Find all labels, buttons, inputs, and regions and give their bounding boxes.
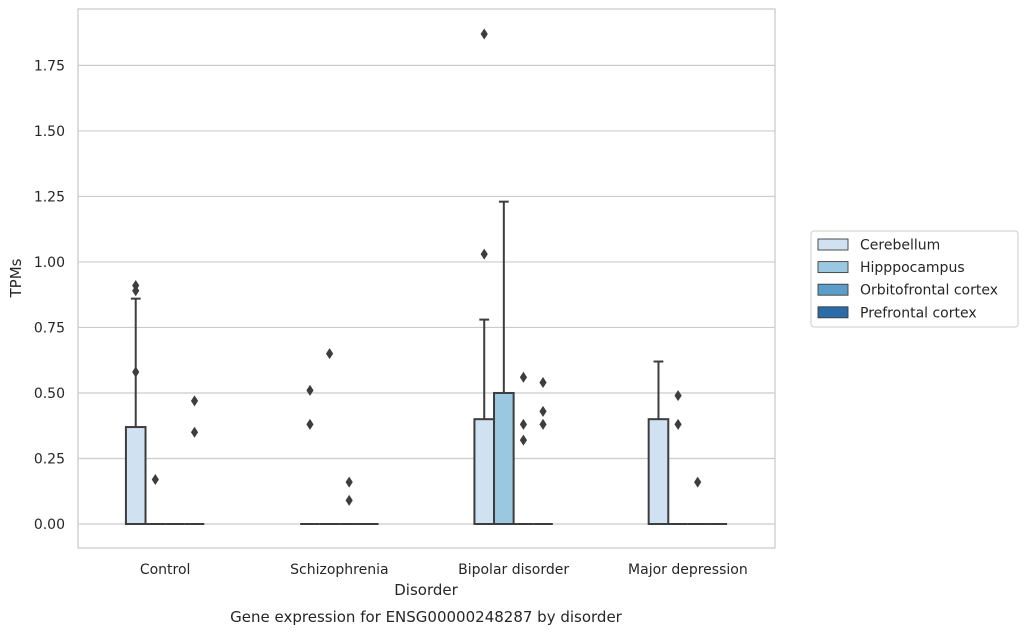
legend-label: Prefrontal cortex	[860, 305, 977, 321]
y-tick-label: 0.75	[34, 320, 65, 336]
legend-swatch	[817, 306, 849, 319]
box	[473, 418, 496, 526]
y-tick-label: 1.75	[34, 58, 65, 74]
outlier-point	[519, 371, 528, 383]
outlier-point	[674, 390, 682, 402]
outlier-point	[539, 405, 547, 417]
y-tick-label: 0.50	[34, 386, 65, 402]
box-group	[124, 280, 147, 525]
outlier-point	[345, 494, 353, 506]
outlier-point	[190, 426, 199, 438]
x-axis-ticks: Control Schizophrenia Bipolar disorder Majo…	[140, 562, 748, 578]
outlier-point	[151, 473, 159, 485]
outlier-point	[480, 248, 488, 260]
box-group	[145, 473, 166, 525]
outlier-point	[539, 418, 547, 430]
legend: Cerebellum Hipppocampus Orbitofrontal cort…	[810, 230, 1019, 328]
outlier-point	[539, 376, 547, 388]
y-axis-label: TPMs	[7, 258, 25, 298]
box-group	[647, 360, 670, 526]
box	[493, 391, 515, 525]
outlier-point	[132, 366, 140, 378]
legend-label: Cerebellum	[860, 238, 940, 254]
outlier-point	[674, 418, 682, 430]
x-tick-label: Major depression	[628, 562, 748, 578]
outlier-point	[694, 476, 702, 488]
box-elements	[124, 28, 728, 526]
outlier-point	[345, 476, 353, 488]
y-axis-ticks: 0.00 0.25 0.50 0.75 1.00 1.25 1.50 1.75	[34, 58, 65, 533]
box-group	[300, 384, 320, 525]
legend-label: Orbitofrontal cortex	[860, 283, 998, 299]
box-group	[533, 376, 553, 525]
box-group	[473, 28, 496, 526]
x-tick-label: Schizophrenia	[290, 562, 388, 578]
y-tick-label: 1.00	[34, 255, 65, 271]
outlier-point	[132, 285, 140, 297]
legend-swatch	[817, 261, 849, 274]
plot-frame	[77, 8, 776, 549]
legend-frame	[810, 230, 1019, 328]
x-tick-label: Bipolar disorder	[458, 562, 569, 578]
legend-label: Hipppocampus	[860, 260, 965, 276]
legend-swatch	[817, 283, 849, 296]
box	[647, 418, 670, 526]
box-group	[493, 200, 515, 525]
box-group	[668, 390, 688, 525]
x-tick-label: Control	[140, 562, 191, 578]
gridlines	[78, 64, 775, 525]
y-tick-label: 1.25	[34, 189, 65, 205]
y-tick-label: 0.00	[34, 517, 65, 533]
outlier-point	[306, 384, 314, 396]
outlier-point	[306, 418, 314, 430]
box-group	[319, 348, 340, 525]
box	[124, 426, 147, 525]
outlier-point	[519, 418, 528, 430]
box-group	[513, 371, 534, 525]
legend-swatch	[817, 238, 849, 251]
outlier-point	[190, 395, 199, 407]
outlier-point	[480, 28, 488, 40]
box-group	[339, 476, 359, 525]
box-group	[687, 476, 708, 525]
outlier-point	[519, 434, 528, 446]
y-tick-label: 0.25	[34, 451, 65, 467]
x-axis-label: Disorder	[394, 581, 458, 599]
outlier-point	[325, 348, 334, 360]
y-tick-label: 1.50	[34, 124, 65, 140]
chart-caption: Gene expression for ENSG00000248287 by d…	[230, 608, 623, 626]
box-group	[184, 395, 205, 525]
